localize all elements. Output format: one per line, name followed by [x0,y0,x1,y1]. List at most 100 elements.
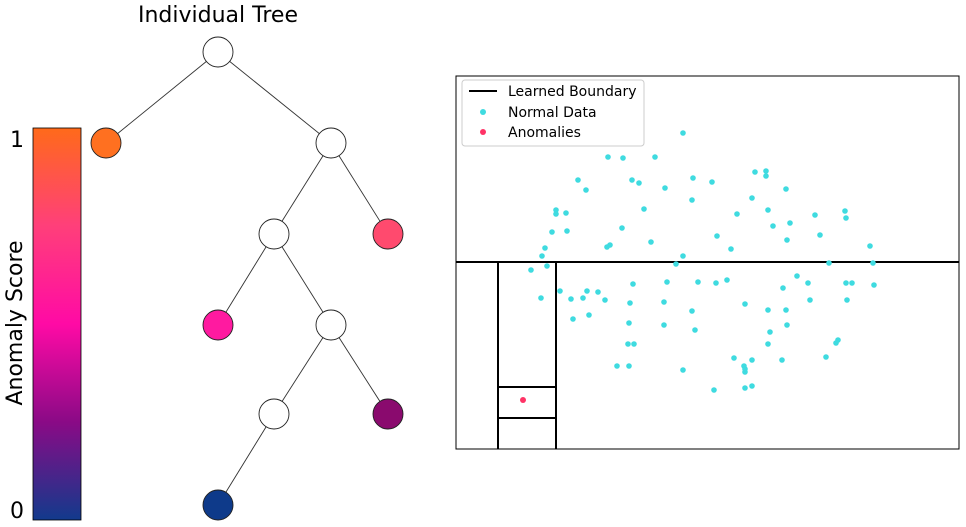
normal-data-point [770,223,776,229]
normal-data-point [784,237,790,243]
tree-node [258,398,290,430]
normal-data-point [553,207,559,213]
normal-data-point [728,246,734,252]
tree-edge [273,324,332,415]
tree-leaf-node [90,127,122,159]
normal-data-point [664,279,670,285]
legend-normal-label: Normal Data [508,105,597,121]
tree-edge [273,233,332,326]
normal-data-point [614,363,620,369]
normal-data-point [661,322,667,328]
normal-data-point [709,179,715,185]
normal-data-point [807,297,813,303]
normal-data-point [714,233,720,239]
normal-data-point [780,285,786,291]
normal-data-point [564,228,570,234]
normal-data-point [648,239,654,245]
normal-data-point [583,187,589,193]
colorbar-axis-label: Anomaly Score [3,240,28,405]
normal-data-point [652,154,658,160]
normal-data-point [742,366,748,372]
tree-node [315,127,347,159]
legend-boundary-label: Learned Boundary [508,84,637,100]
normal-data-point [734,211,740,217]
normal-data-point [605,154,611,160]
tree-node [258,218,290,250]
normal-data-point [689,197,695,203]
tree-leaf-node [372,218,404,250]
colorbar [32,127,82,521]
normal-data-point [763,173,769,179]
normal-data-point [749,357,755,363]
normal-data-point [870,260,876,266]
normal-data-point [563,210,569,216]
tree-edge [217,51,332,144]
normal-data-point [767,329,773,335]
normal-data-point [731,355,737,361]
normal-data-point [673,261,679,267]
normal-data-point [823,354,829,360]
normal-data-point [812,212,818,218]
normal-data-point [584,288,590,294]
normal-data-point [586,312,592,318]
tree-nodes [90,36,404,521]
anomaly-point [520,397,526,403]
normal-data-point [631,341,637,347]
normal-data-point [765,341,771,347]
normal-data-point [553,211,559,217]
tree-node [315,309,347,341]
colorbar-max-label: 1 [10,128,24,153]
tree-title: Individual Tree [138,3,298,28]
normal-data-point [641,206,647,212]
normal-data-point [713,280,719,286]
normal-data-point [626,363,632,369]
normal-data-point [580,295,586,301]
normal-data-point [783,307,789,313]
normal-data-point [680,367,686,373]
legend-box [461,79,645,147]
tree-edges [105,51,389,506]
normal-data-point [539,253,545,259]
normal-data-point [794,273,800,279]
normal-data-point [680,253,686,259]
normal-data-point [602,297,608,303]
normal-data-point [604,244,610,250]
normal-data-point [630,281,636,287]
tree-edge [330,142,389,235]
tree-edge [330,324,389,415]
normal-data-point [849,280,855,286]
normal-data-point [680,130,686,136]
tree-edge [105,51,219,144]
normal-data-point [690,175,696,181]
normal-data-point [711,387,717,393]
normal-data-point [625,341,631,347]
normal-data-point [787,220,793,226]
tree-leaf-node [202,489,234,521]
tree-leaf-node [372,398,404,430]
normal-data-point [626,320,632,326]
normal-data-point [783,186,789,192]
normal-data-point [544,263,550,269]
normal-data-point [844,297,850,303]
normal-data-point [568,296,574,302]
normal-data-point [742,301,748,307]
normal-data-point [765,207,771,213]
legend: Learned Boundary Normal Data Anomalies [461,79,645,147]
normal-data-point [826,260,832,266]
normal-data-point [636,180,642,186]
normal-data-point [833,340,839,346]
legend-anomaly-label: Anomalies [508,125,581,141]
normal-data-point [752,169,758,175]
normal-data-point [749,383,755,389]
normal-data-point [570,316,576,322]
tree-edge [273,142,332,235]
normal-data-point [817,232,823,238]
normal-data-point [843,215,849,221]
normal-data-point [627,300,633,306]
tree-edge [217,413,275,506]
tree-node-root [202,36,234,68]
normal-data-point [689,308,695,314]
normal-data-point [549,229,555,235]
normal-data-point [542,245,548,251]
normal-data-point [661,299,667,305]
